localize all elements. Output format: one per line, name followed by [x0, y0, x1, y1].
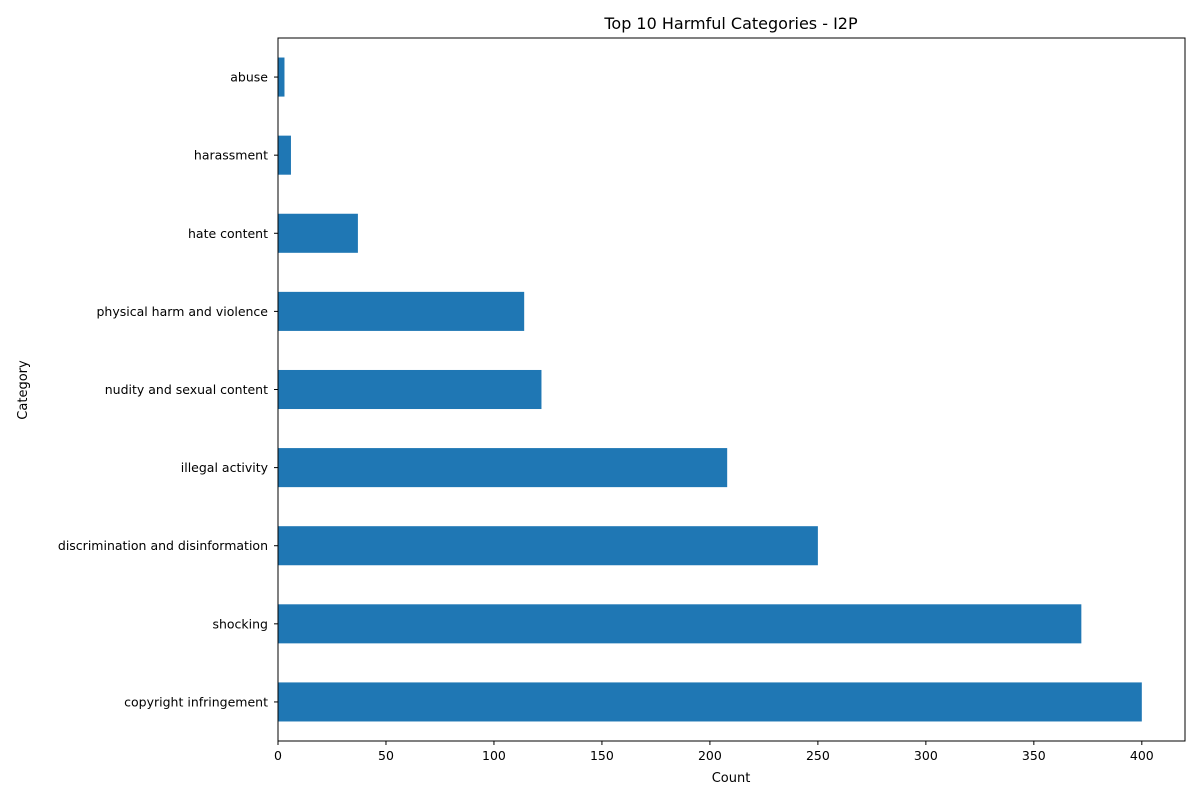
chart-title: Top 10 Harmful Categories - I2P	[603, 14, 858, 33]
bar	[278, 448, 728, 488]
bar	[278, 682, 1142, 722]
x-tick-label: 200	[698, 748, 722, 763]
y-tick-label: copyright infringement	[124, 694, 268, 709]
x-tick-label: 0	[274, 748, 282, 763]
x-tick-label: 300	[914, 748, 938, 763]
bar	[278, 604, 1082, 644]
x-tick-label: 400	[1130, 748, 1154, 763]
plot-frame	[277, 37, 1186, 742]
y-tick-label: physical harm and violence	[96, 304, 268, 319]
x-axis-label: Count	[712, 771, 751, 786]
x-tick-label: 100	[482, 748, 506, 763]
y-tick-label: hate content	[188, 226, 268, 241]
y-axis-label: Category	[16, 360, 31, 420]
y-tick-label: nudity and sexual content	[105, 382, 268, 397]
x-tick-label: 150	[590, 748, 614, 763]
y-tick-label: illegal activity	[181, 460, 269, 475]
bar	[278, 135, 291, 175]
y-tick-label: abuse	[230, 70, 268, 85]
bar	[278, 291, 525, 331]
bars-group	[278, 57, 1142, 722]
x-tick-label: 250	[806, 748, 830, 763]
y-tick-label: shocking	[212, 616, 268, 631]
axes-border	[277, 37, 1186, 742]
y-tick-label: harassment	[194, 148, 268, 163]
bar	[278, 526, 818, 566]
bar	[278, 213, 358, 253]
y-axis-ticks: copyright infringement shocking discrimina…	[58, 70, 278, 709]
bar	[278, 369, 542, 410]
x-tick-label: 50	[378, 748, 394, 763]
y-tick-label: discrimination and disinformation	[58, 538, 268, 553]
x-axis-ticks: 0 50 100 150 200 250 300 350 400	[274, 741, 1154, 763]
bar	[278, 57, 285, 97]
x-tick-label: 350	[1022, 748, 1046, 763]
